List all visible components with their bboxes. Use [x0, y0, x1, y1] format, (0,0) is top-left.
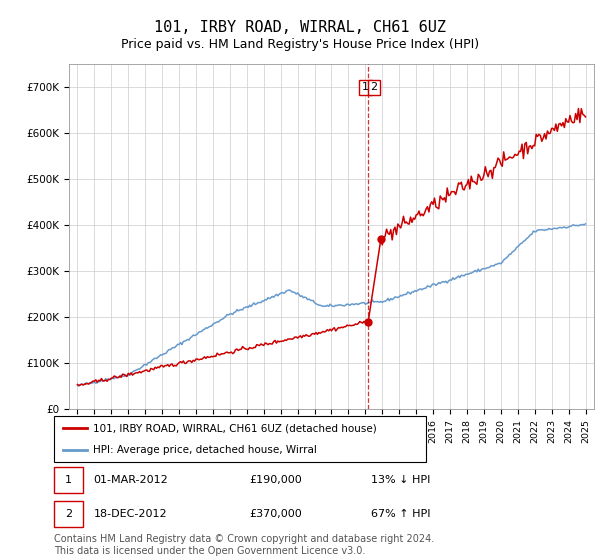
Text: £370,000: £370,000 [250, 508, 302, 519]
Text: 101, IRBY ROAD, WIRRAL, CH61 6UZ (detached house): 101, IRBY ROAD, WIRRAL, CH61 6UZ (detach… [93, 423, 377, 433]
Text: £190,000: £190,000 [250, 475, 302, 486]
Text: Contains HM Land Registry data © Crown copyright and database right 2024.
This d: Contains HM Land Registry data © Crown c… [54, 534, 434, 556]
Text: 101, IRBY ROAD, WIRRAL, CH61 6UZ: 101, IRBY ROAD, WIRRAL, CH61 6UZ [154, 20, 446, 35]
Text: HPI: Average price, detached house, Wirral: HPI: Average price, detached house, Wirr… [93, 445, 317, 455]
Bar [54, 468, 83, 493]
Text: 2: 2 [371, 82, 377, 92]
Text: 1: 1 [362, 82, 369, 92]
Text: 1: 1 [65, 475, 72, 486]
Text: Price paid vs. HM Land Registry's House Price Index (HPI): Price paid vs. HM Land Registry's House … [121, 38, 479, 51]
Bar [54, 501, 83, 526]
Text: 67% ↑ HPI: 67% ↑ HPI [371, 508, 430, 519]
Text: 2: 2 [65, 508, 72, 519]
Text: 13% ↓ HPI: 13% ↓ HPI [371, 475, 430, 486]
Text: 18-DEC-2012: 18-DEC-2012 [94, 508, 167, 519]
Text: 01-MAR-2012: 01-MAR-2012 [94, 475, 169, 486]
